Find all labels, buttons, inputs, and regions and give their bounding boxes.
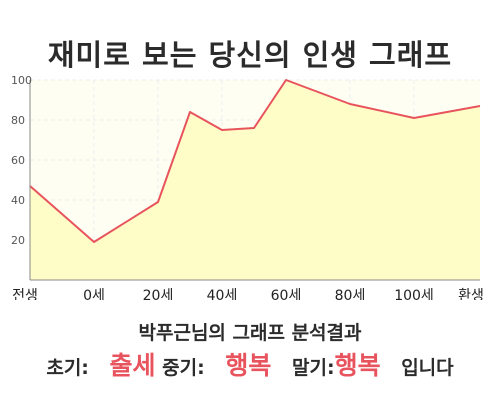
area-fill [30, 80, 480, 280]
x-tick-label: 0세 [83, 288, 105, 300]
early-label: 초기: [46, 357, 89, 379]
chart-title: 재미로 보는 당신의 인생 그래프 [47, 38, 453, 72]
early-value: 출세 [109, 351, 156, 380]
y-tick-label: 80 [11, 114, 25, 127]
x-tick-label: 환생 [458, 288, 484, 300]
y-tick-label: 40 [11, 194, 25, 207]
analysis-summary: 박푸근님의 그래프 분석결과 [138, 322, 362, 344]
life-chart: 20 40 60 80 100 전생 0세 20세 40세 60세 80세 100세 환생 [11, 74, 484, 300]
y-tick-label: 60 [11, 154, 25, 167]
late-label: 말기: [292, 357, 335, 379]
x-tick-label: 40세 [207, 288, 238, 300]
y-tick-labels: 20 40 60 80 100 [11, 74, 32, 247]
x-tick-labels: 전생 0세 20세 40세 60세 80세 100세 환생 [12, 288, 484, 300]
x-tick-label: 20세 [143, 288, 174, 300]
y-tick-label: 20 [11, 234, 25, 247]
mid-value: 행복 [225, 351, 272, 380]
y-tick-label: 100 [11, 74, 32, 87]
x-tick-label: 80세 [335, 288, 366, 300]
analysis-results: 초기: 출세 중기: 행복 말기:행복 입니다 [0, 346, 500, 382]
x-tick-label: 100세 [394, 288, 434, 300]
series-line [29, 79, 481, 243]
ending-text: 입니다 [401, 357, 454, 379]
x-tick-label: 전생 [12, 288, 38, 300]
mid-label: 중기: [162, 357, 205, 379]
x-tick-label: 60세 [271, 288, 302, 300]
late-value: 행복 [334, 351, 381, 380]
